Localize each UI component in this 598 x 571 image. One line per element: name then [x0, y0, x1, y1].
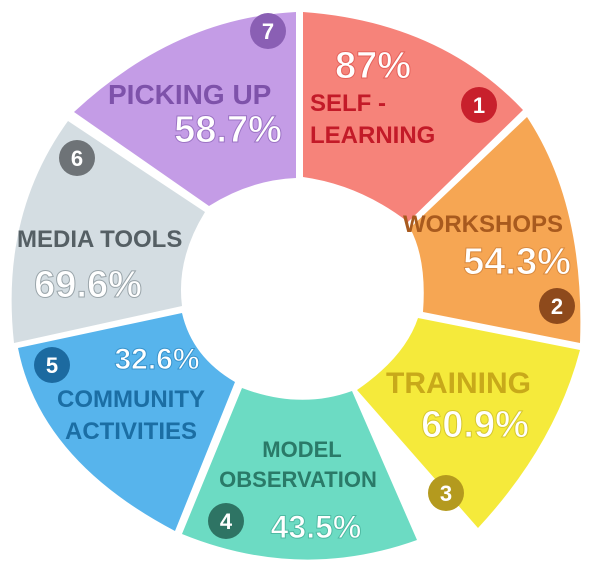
segment-shape — [357, 318, 580, 528]
segment-shape — [11, 121, 205, 343]
segment-label: PICKING UP — [108, 79, 271, 110]
segment-number: 4 — [220, 509, 233, 534]
segment-percent: 58.7% — [174, 109, 282, 151]
segment-label: MODEL — [262, 437, 341, 462]
segment-badge — [59, 140, 95, 176]
segment-media-tools: 6 MEDIA TOOLS 69.6% — [11, 121, 205, 343]
segment-badge — [34, 347, 70, 383]
segment-label: COMMUNITY — [57, 386, 205, 413]
segment-label: SELF - — [310, 90, 386, 117]
segment-badge — [208, 503, 244, 539]
segment-label: MEDIA TOOLS — [17, 226, 182, 253]
segment-number: 7 — [262, 19, 274, 44]
segment-label-line2: OBSERVATION — [219, 467, 377, 492]
segment-shape — [303, 12, 523, 222]
segment-picking-up: 7 PICKING UP 58.7% — [74, 12, 296, 206]
segment-percent: 69.6% — [34, 264, 142, 306]
segment-label-line2: ACTIVITIES — [65, 418, 197, 445]
segment-number: 1 — [473, 93, 485, 118]
segment-badge — [428, 475, 464, 511]
segment-shape — [18, 313, 235, 531]
segment-badge — [539, 288, 575, 324]
segment-workshops: WORKSHOPS 54.3% 2 — [403, 117, 581, 343]
segment-percent: 60.9% — [421, 404, 529, 446]
segment-percent: 43.5% — [271, 509, 362, 545]
segment-percent: 32.6% — [114, 343, 199, 376]
segment-self-learning: 87% SELF - LEARNING 1 — [303, 12, 523, 222]
segment-number: 5 — [46, 353, 58, 378]
segment-percent: 54.3% — [463, 241, 571, 283]
segment-shape — [410, 117, 581, 343]
segment-label: TRAINING — [386, 367, 531, 400]
segment-percent: 87% — [335, 45, 411, 87]
segment-number: 2 — [551, 294, 563, 319]
segment-label-line2: LEARNING — [310, 122, 435, 149]
segment-model-observation: MODEL OBSERVATION 4 43.5% — [182, 388, 417, 560]
segment-shape — [74, 12, 296, 206]
segment-community-activities: 5 32.6% COMMUNITY ACTIVITIES — [18, 313, 235, 531]
segment-number: 3 — [440, 481, 452, 506]
segment-label: WORKSHOPS — [403, 211, 563, 238]
segment-number: 6 — [71, 146, 83, 171]
segment-badge — [461, 87, 497, 123]
segment-training: TRAINING 60.9% 3 — [357, 318, 580, 528]
segment-badge — [250, 13, 286, 49]
